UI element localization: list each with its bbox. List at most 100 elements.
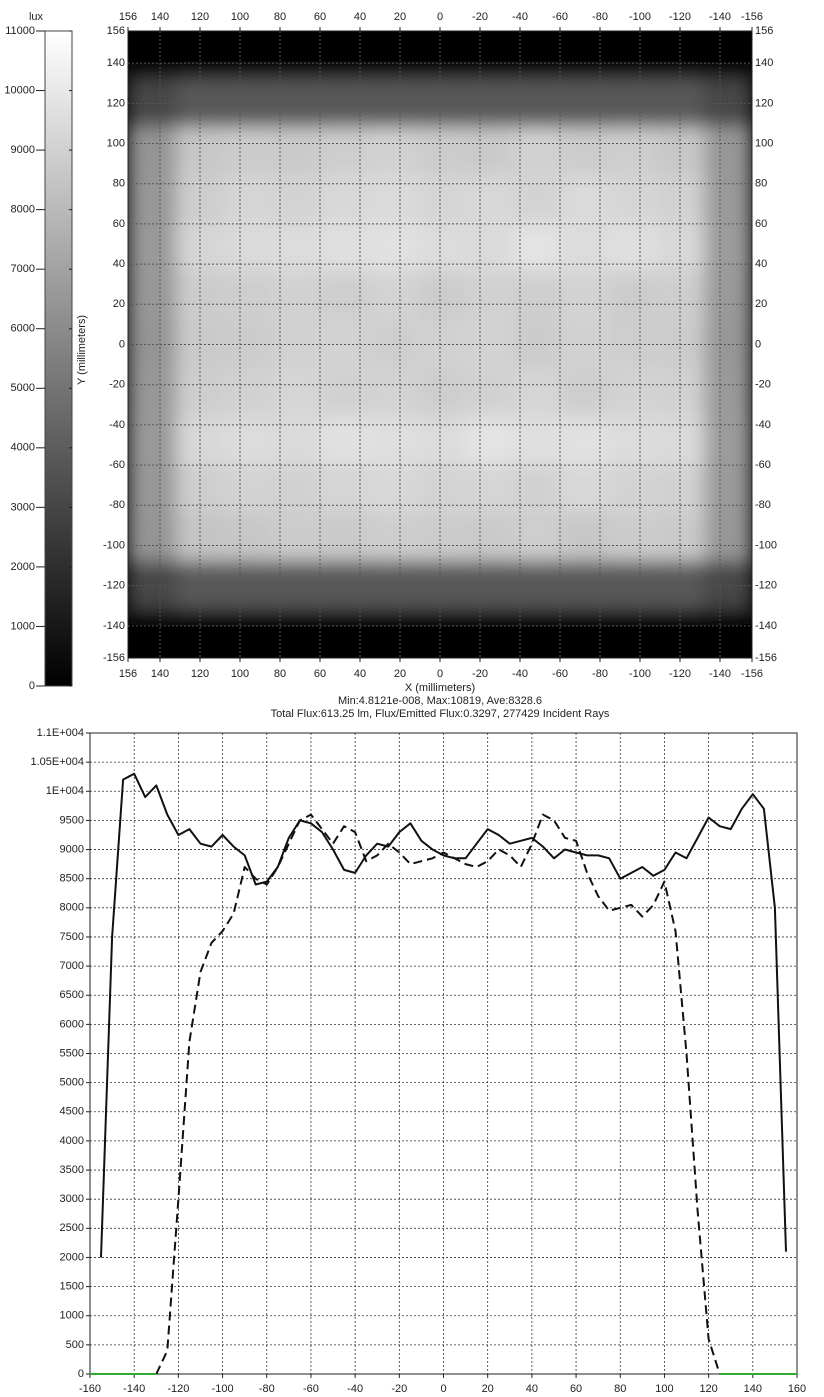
heatmap-cell xyxy=(463,368,513,418)
heatmap-cell xyxy=(367,31,417,80)
y-tick-label: 1000 xyxy=(60,1310,84,1322)
heatmap-cell xyxy=(175,512,225,563)
colorbar-tick-label: 7000 xyxy=(11,263,35,275)
y-tick-label: 2500 xyxy=(60,1222,84,1234)
x-tick-label: 156 xyxy=(119,11,137,23)
colorbar-label: lux xyxy=(29,11,44,23)
heatmap-cell xyxy=(128,223,177,273)
heatmap-cell xyxy=(128,175,177,225)
heatmap-cell xyxy=(367,512,417,563)
x-tick-label: -100 xyxy=(629,668,651,680)
x-tick-label: 120 xyxy=(699,1383,717,1395)
heatmap-cell xyxy=(223,512,273,563)
y-tick-label: 156 xyxy=(755,25,773,37)
heatmap-cell xyxy=(223,126,273,177)
heatmap-cell xyxy=(128,271,177,321)
y-tick-label: 4000 xyxy=(60,1135,84,1147)
heatmap-cell xyxy=(655,609,705,658)
heatmap-cell xyxy=(319,416,369,466)
x-tick-label: -100 xyxy=(629,11,651,23)
heatmap-cell xyxy=(271,512,321,563)
colorbar-tick-label: 11000 xyxy=(5,25,35,37)
colorbar-tick-label: 5000 xyxy=(11,382,35,394)
x-tick-label: -40 xyxy=(512,11,528,23)
heatmap-cell xyxy=(319,126,369,177)
x-tick-label: -40 xyxy=(347,1383,363,1395)
x-tick-label: -156 xyxy=(741,668,763,680)
y-tick-label: 2000 xyxy=(60,1251,84,1263)
y-tick-label: 60 xyxy=(113,218,125,230)
heatmap-cell xyxy=(511,512,561,563)
y-tick-label: 120 xyxy=(107,97,125,109)
heatmap-cell xyxy=(319,368,369,418)
heatmap-cell xyxy=(703,464,752,514)
annotation: Total Flux:613.25 lm, Flux/Emitted Flux:… xyxy=(271,708,610,720)
heatmap-cell xyxy=(319,609,369,658)
y-tick-label: -80 xyxy=(109,499,125,511)
colorbar-tick-label: 10000 xyxy=(4,84,35,96)
heatmap-cell xyxy=(559,609,609,658)
y-tick-label: 20 xyxy=(755,298,767,310)
y-tick-label: -60 xyxy=(109,459,125,471)
x-tick-label: -156 xyxy=(741,11,763,23)
x-tick-label: -60 xyxy=(552,668,568,680)
y-tick-label: -140 xyxy=(755,620,777,632)
heatmap-cell xyxy=(415,609,465,658)
y-tick-label: -100 xyxy=(755,539,777,551)
heatmap-cell xyxy=(463,609,513,658)
y-tick-label: 1.05E+004 xyxy=(30,756,84,768)
heatmap-cell xyxy=(128,609,177,658)
colorbar-tick-label: 8000 xyxy=(11,204,35,216)
x-tick-label: 120 xyxy=(191,11,209,23)
y-tick-label: 3500 xyxy=(60,1164,84,1176)
heatmap-cell xyxy=(271,609,321,658)
y-tick-label: 7500 xyxy=(60,931,84,943)
x-tick-label: -140 xyxy=(123,1383,145,1395)
colorbar-tick-label: 6000 xyxy=(11,323,35,335)
heatmap-cell xyxy=(703,31,752,80)
x-tick-label: 100 xyxy=(655,1383,673,1395)
x-tick-label: -120 xyxy=(669,11,691,23)
x-tick-label: 60 xyxy=(314,668,326,680)
heatmap-cell xyxy=(703,223,752,273)
heatmap-cell xyxy=(559,126,609,177)
x-tick-label: -40 xyxy=(512,668,528,680)
heatmap-cell xyxy=(271,368,321,418)
y-tick-label: 0 xyxy=(119,338,125,350)
y-axis-label: Y (millimeters) xyxy=(76,315,88,385)
heatmap-cell xyxy=(703,78,752,128)
heatmap-cell xyxy=(703,512,752,563)
heatmap-cell xyxy=(463,223,513,273)
heatmap-cell xyxy=(319,31,369,80)
heatmap-cell xyxy=(271,126,321,177)
heatmap-cell xyxy=(223,609,273,658)
x-tick-label: 20 xyxy=(482,1383,494,1395)
heatmap-cell xyxy=(511,464,561,514)
heatmap-cell xyxy=(175,609,225,658)
y-tick-label: 60 xyxy=(755,218,767,230)
x-tick-label: -140 xyxy=(709,11,731,23)
heatmap-cell xyxy=(319,223,369,273)
y-tick-label: -156 xyxy=(103,652,125,664)
heatmap-cell xyxy=(223,271,273,321)
heatmap-cell xyxy=(367,175,417,225)
heatmap-cell xyxy=(559,31,609,80)
heatmap-cell xyxy=(367,609,417,658)
heatmap-cell xyxy=(463,271,513,321)
y-tick-label: 5000 xyxy=(60,1077,84,1089)
x-tick-label: 0 xyxy=(437,11,443,23)
y-tick-label: 9500 xyxy=(60,814,84,826)
heatmap-cell xyxy=(511,223,561,273)
y-tick-label: -120 xyxy=(103,580,125,592)
heatmap-cell xyxy=(511,271,561,321)
heatmap-cell xyxy=(128,464,177,514)
heatmap-cell xyxy=(367,223,417,273)
heatmap-cell xyxy=(271,464,321,514)
heatmap-cell xyxy=(559,512,609,563)
annotation: Min:4.8121e-008, Max:10819, Ave:8328.6 xyxy=(338,695,542,707)
x-tick-label: -140 xyxy=(709,668,731,680)
x-tick-label: 140 xyxy=(744,1383,762,1395)
y-tick-label: -120 xyxy=(755,580,777,592)
x-tick-label: 80 xyxy=(274,11,286,23)
heatmap-cell xyxy=(703,271,752,321)
